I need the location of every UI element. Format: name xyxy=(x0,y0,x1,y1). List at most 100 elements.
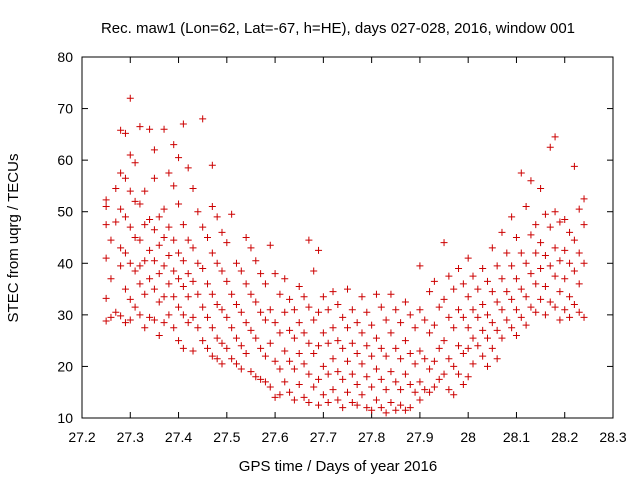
data-point xyxy=(213,355,221,363)
data-point xyxy=(445,355,453,363)
data-point xyxy=(146,125,154,133)
data-point xyxy=(204,313,212,321)
data-point xyxy=(440,337,448,345)
data-point xyxy=(310,350,318,358)
data-point xyxy=(556,257,564,265)
data-point xyxy=(570,267,578,275)
data-point xyxy=(363,308,371,316)
data-point xyxy=(493,298,501,306)
data-point xyxy=(300,329,308,337)
data-point xyxy=(479,264,487,272)
data-point xyxy=(150,146,158,154)
data-point xyxy=(247,326,255,334)
data-point xyxy=(459,280,467,288)
data-point xyxy=(517,285,525,293)
data-point xyxy=(368,383,376,391)
data-point xyxy=(160,293,168,301)
data-point xyxy=(117,169,125,177)
data-point xyxy=(223,277,231,285)
data-point xyxy=(276,329,284,337)
data-point xyxy=(281,347,289,355)
data-point xyxy=(237,365,245,373)
data-point xyxy=(483,362,491,370)
data-point xyxy=(512,331,520,339)
data-point xyxy=(315,342,323,350)
data-point xyxy=(324,306,332,314)
data-point xyxy=(175,303,183,311)
data-point xyxy=(102,221,110,229)
data-point xyxy=(566,313,574,321)
data-point xyxy=(406,404,414,412)
data-point xyxy=(430,357,438,365)
data-point xyxy=(208,352,216,360)
x-tick-label: 27.6 xyxy=(261,429,288,445)
data-point xyxy=(170,324,178,332)
data-point xyxy=(324,370,332,378)
data-point xyxy=(334,337,342,345)
data-point xyxy=(136,123,144,131)
data-point xyxy=(363,342,371,350)
data-point xyxy=(218,228,226,236)
data-point xyxy=(387,329,395,337)
data-point xyxy=(121,213,129,221)
data-point xyxy=(261,378,269,386)
data-point xyxy=(286,357,294,365)
data-point xyxy=(179,282,187,290)
data-point xyxy=(141,290,149,298)
data-point xyxy=(160,262,168,270)
data-point xyxy=(242,234,250,241)
data-point xyxy=(392,306,400,314)
data-point xyxy=(208,324,216,332)
data-point xyxy=(358,329,366,337)
data-point xyxy=(546,262,554,270)
data-point xyxy=(421,386,429,394)
data-point xyxy=(271,270,279,278)
data-point xyxy=(455,306,463,314)
data-point xyxy=(107,236,115,244)
data-point xyxy=(546,298,554,306)
data-point xyxy=(416,262,424,270)
data-point xyxy=(286,295,294,303)
data-point xyxy=(551,208,559,216)
data-point xyxy=(117,262,125,270)
data-point xyxy=(488,344,496,352)
data-point xyxy=(522,203,530,211)
data-point xyxy=(170,236,178,244)
data-point xyxy=(218,267,226,275)
axis-ticks: 27.2 27.3 27.4 27.5 27.6 27.7 27.8 27.9 28 28.1 28… xyxy=(57,49,626,445)
data-point xyxy=(532,249,540,257)
data-point xyxy=(551,244,559,252)
data-point xyxy=(175,275,183,283)
data-point xyxy=(527,177,535,185)
data-point xyxy=(155,213,163,221)
data-point xyxy=(242,350,250,358)
data-point xyxy=(348,399,356,407)
data-point xyxy=(397,355,405,363)
data-point xyxy=(319,293,327,301)
data-point xyxy=(561,215,569,223)
data-point xyxy=(392,378,400,386)
data-point xyxy=(517,169,525,177)
data-point xyxy=(372,365,380,373)
data-point xyxy=(213,334,221,342)
data-point xyxy=(358,391,366,399)
data-point xyxy=(136,236,144,244)
x-tick-label: 27.2 xyxy=(68,429,95,445)
y-tick-label: 80 xyxy=(57,49,73,65)
data-point xyxy=(237,308,245,316)
data-point xyxy=(570,236,578,244)
data-point xyxy=(136,311,144,319)
data-point xyxy=(199,337,207,345)
data-point xyxy=(295,282,303,290)
x-tick-label: 27.9 xyxy=(406,429,433,445)
data-point xyxy=(300,360,308,368)
data-point xyxy=(397,386,405,394)
data-point xyxy=(179,120,187,128)
data-point xyxy=(252,334,260,342)
y-tick-label: 60 xyxy=(57,152,73,168)
data-point xyxy=(450,362,458,370)
data-point xyxy=(401,370,409,378)
y-axis-label: STEC from uqrg / TECUs xyxy=(5,154,22,323)
data-point xyxy=(580,259,588,267)
data-point xyxy=(339,313,347,321)
